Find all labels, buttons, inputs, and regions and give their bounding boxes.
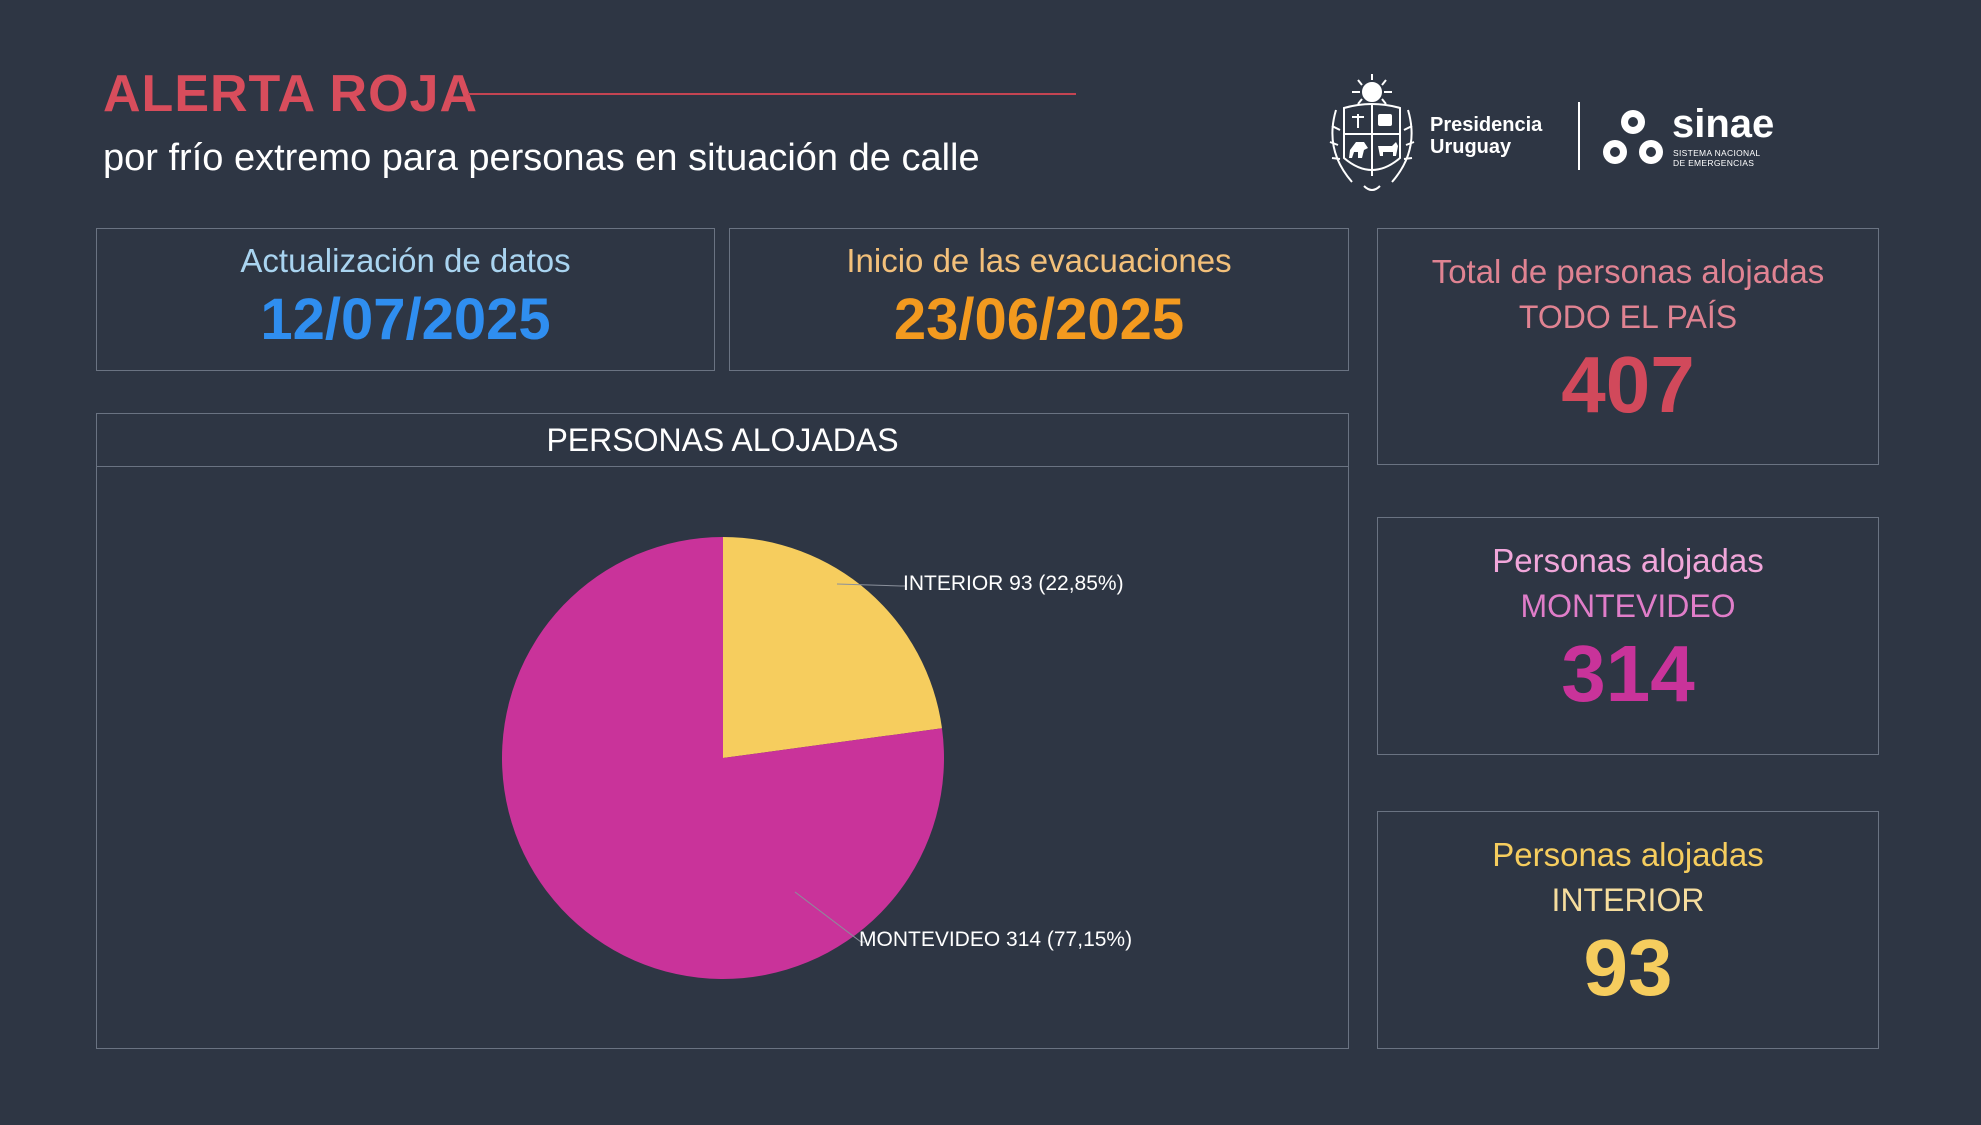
page-title: ALERTA ROJA bbox=[103, 65, 478, 123]
pie-label-montevideo: MONTEVIDEO 314 (77,15%) bbox=[859, 928, 1132, 951]
interior-housed-scope: INTERIOR bbox=[1551, 882, 1705, 918]
montevideo-housed-scope: MONTEVIDEO bbox=[1520, 588, 1736, 624]
uruguay-coat-of-arms-icon bbox=[1329, 74, 1415, 191]
housed-pie-chart-panel: PERSONAS ALOJADAS INTERIOR 93 (22,85%) MO… bbox=[96, 413, 1349, 1049]
pie-slice-interior bbox=[723, 537, 942, 758]
sinae-logo-icon bbox=[1603, 110, 1663, 164]
logos: Presidencia Uruguay sinae SISTEMA NACION… bbox=[1318, 70, 1778, 200]
interior-housed-value: 93 bbox=[1583, 923, 1673, 1012]
montevideo-housed-card: Personas alojadas MONTEVIDEO 314 bbox=[1377, 517, 1879, 755]
sinae-logo-text: sinae bbox=[1672, 102, 1775, 146]
update-date-label: Actualización de datos bbox=[240, 242, 571, 279]
montevideo-housed-value: 314 bbox=[1561, 629, 1695, 718]
housed-pie-chart: INTERIOR 93 (22,85%) MONTEVIDEO 314 (77,1… bbox=[502, 537, 1132, 980]
total-housed-label: Total de personas alojadas bbox=[1431, 253, 1825, 290]
interior-housed-card: Personas alojadas INTERIOR 93 bbox=[1377, 811, 1879, 1049]
presidencia-line2: Uruguay bbox=[1430, 136, 1512, 158]
pie-label-interior: INTERIOR 93 (22,85%) bbox=[903, 572, 1124, 595]
sinae-sub-line1: SISTEMA NACIONAL bbox=[1673, 148, 1761, 158]
montevideo-housed-label: Personas alojadas bbox=[1492, 542, 1764, 579]
evacuation-start-label: Inicio de las evacuaciones bbox=[846, 242, 1232, 279]
title-divider bbox=[468, 93, 1076, 95]
pie-leader-line-montevideo bbox=[794, 891, 865, 943]
interior-housed-label: Personas alojadas bbox=[1492, 836, 1764, 873]
total-housed-card: Total de personas alojadas TODO EL PAÍS … bbox=[1377, 228, 1879, 465]
pie-slice-montevideo bbox=[502, 537, 944, 980]
page-subtitle: por frío extremo para personas en situac… bbox=[103, 137, 980, 179]
presidencia-logo-text: Presidencia Uruguay bbox=[1430, 114, 1542, 158]
total-housed-value: 407 bbox=[1561, 340, 1695, 429]
logo-divider bbox=[1578, 102, 1580, 170]
presidencia-line1: Presidencia bbox=[1430, 114, 1543, 136]
update-date-card: Actualización de datos 12/07/2025 bbox=[96, 228, 715, 371]
evacuation-start-card: Inicio de las evacuaciones 23/06/2025 bbox=[729, 228, 1349, 371]
sinae-subtitle: SISTEMA NACIONAL DE EMERGENCIAS bbox=[1673, 148, 1760, 168]
sinae-sub-line2: DE EMERGENCIAS bbox=[1673, 158, 1755, 168]
update-date-value: 12/07/2025 bbox=[260, 287, 551, 352]
pie-leader-line-interior bbox=[836, 583, 905, 587]
chart-title: PERSONAS ALOJADAS bbox=[97, 414, 1348, 467]
total-housed-scope: TODO EL PAÍS bbox=[1518, 299, 1738, 335]
evacuation-start-value: 23/06/2025 bbox=[893, 287, 1185, 352]
